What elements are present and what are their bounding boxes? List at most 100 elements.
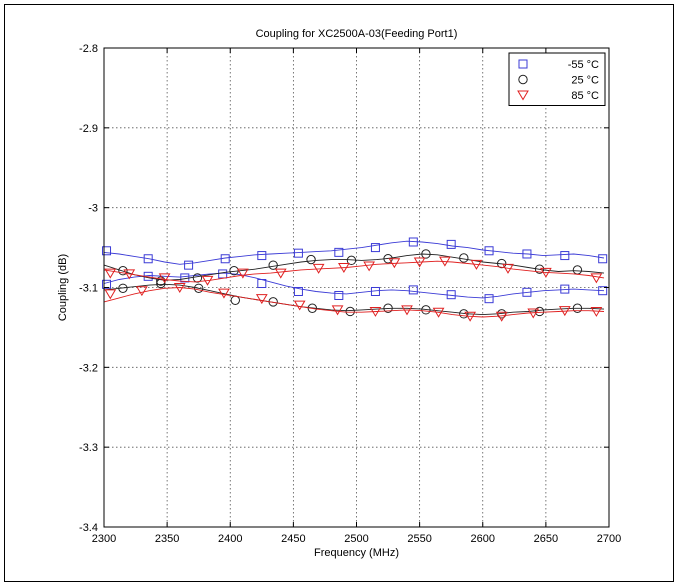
data-point-circle	[534, 264, 545, 274]
data-point-triangle-down	[432, 307, 445, 318]
data-point-triangle-down	[464, 311, 476, 322]
data-point-triangle-down	[413, 257, 426, 268]
x-tick-label: 2600	[471, 533, 495, 545]
data-point-triangle-down	[237, 268, 249, 279]
y-tick-label: -3.1	[79, 283, 98, 295]
x-tick-label: 2300	[92, 533, 116, 545]
x-tick-label: 2400	[218, 533, 242, 545]
y-tick-label: -3.2	[79, 362, 98, 374]
data-point-triangle-down	[558, 306, 571, 317]
data-point-triangle-down	[369, 306, 382, 317]
data-point-square	[102, 279, 112, 289]
data-point-triangle-down	[590, 306, 603, 317]
x-tick-label: 2350	[155, 533, 179, 545]
data-point-circle	[572, 303, 583, 313]
data-point-square	[293, 248, 303, 258]
data-point-circle	[118, 266, 128, 276]
data-point-square	[220, 254, 230, 264]
data-point-circle	[229, 266, 239, 276]
y-tick-label: -2.8	[79, 43, 98, 55]
data-point-triangle-down	[502, 263, 514, 274]
data-point-circle	[421, 249, 431, 259]
data-point-square	[522, 287, 532, 297]
data-point-triangle-down	[312, 263, 325, 274]
y-tick-label: -3.4	[79, 522, 98, 534]
data-point-square	[370, 286, 380, 296]
data-point-square	[334, 247, 344, 257]
x-tick-label: 2500	[344, 533, 368, 545]
data-point-triangle-down	[173, 283, 186, 293]
data-point-square	[446, 290, 456, 300]
data-point-triangle-down	[158, 273, 171, 284]
data-point-square	[598, 286, 608, 296]
chart-title: Coupling for XC2500A-03(Feeding Port1)	[256, 28, 458, 40]
y-axis-label: Coupling (dB)	[57, 254, 69, 321]
data-point-circle	[383, 303, 393, 313]
series-layer	[102, 237, 608, 322]
legend-marker-square	[518, 59, 528, 69]
data-point-square	[370, 243, 380, 253]
data-point-triangle-down	[218, 288, 230, 299]
x-tick-label: 2450	[281, 533, 305, 545]
axis-ticks: 2300 2350 2400 2450 2500 2550 2600 2650 2700 -3.4…	[79, 43, 621, 545]
data-point-triangle-down	[338, 263, 350, 274]
data-point-circle	[459, 309, 469, 319]
legend-label: -55 °C	[568, 59, 599, 71]
data-point-triangle-down	[495, 311, 508, 322]
series-2	[102, 269, 608, 304]
series-3	[103, 249, 605, 286]
legend-label: 25 °C	[571, 75, 599, 87]
series-1	[102, 237, 608, 270]
series-line	[103, 253, 605, 281]
data-point-circle	[421, 305, 431, 315]
legend-marker-circle	[518, 74, 528, 85]
data-point-square	[143, 254, 153, 264]
data-point-square	[218, 269, 228, 279]
grid-lines	[104, 48, 609, 527]
series-line	[103, 272, 605, 299]
data-point-circle	[572, 265, 583, 275]
series-6	[103, 283, 605, 322]
y-tick-label: -3	[88, 203, 98, 215]
data-point-triangle-down	[540, 267, 552, 278]
data-point-triangle-down	[401, 305, 413, 316]
data-point-circle	[346, 255, 357, 266]
data-point-triangle-down	[104, 268, 117, 279]
data-point-circle	[118, 283, 128, 293]
data-point-circle	[230, 295, 241, 305]
data-point-triangle-down	[274, 268, 287, 279]
data-point-triangle-down	[123, 269, 136, 280]
data-point-triangle-down	[293, 300, 306, 311]
data-point-square	[598, 254, 608, 264]
y-tick-label: -2.9	[79, 123, 98, 135]
data-point-circle	[193, 283, 204, 293]
data-point-circle	[268, 260, 278, 270]
data-point-square	[408, 237, 418, 247]
data-point-circle	[345, 306, 355, 317]
data-point-square	[484, 246, 494, 256]
data-point-square	[522, 249, 532, 259]
data-point-circle	[306, 254, 316, 265]
data-point-circle	[192, 273, 203, 283]
x-tick-label: 2700	[597, 533, 621, 545]
data-point-square	[484, 294, 494, 304]
x-tick-label: 2550	[407, 533, 431, 545]
data-point-square	[560, 251, 570, 261]
data-point-triangle-down	[388, 258, 401, 269]
data-point-triangle-down	[331, 305, 344, 316]
data-point-triangle-down	[201, 275, 214, 286]
data-point-triangle-down	[255, 294, 268, 305]
data-point-circle	[459, 253, 469, 263]
series-5	[103, 256, 605, 286]
x-tick-label: 2650	[534, 533, 558, 545]
series-line	[103, 240, 605, 265]
legend-marker-triangle-down	[517, 90, 529, 101]
series-line	[103, 260, 605, 283]
legend-label: 85 °C	[571, 90, 599, 102]
data-point-triangle-down	[363, 261, 375, 272]
data-point-triangle-down	[527, 308, 540, 319]
data-point-triangle-down	[590, 273, 603, 284]
y-tick-label: -3.3	[79, 442, 98, 454]
data-point-square	[293, 286, 303, 296]
